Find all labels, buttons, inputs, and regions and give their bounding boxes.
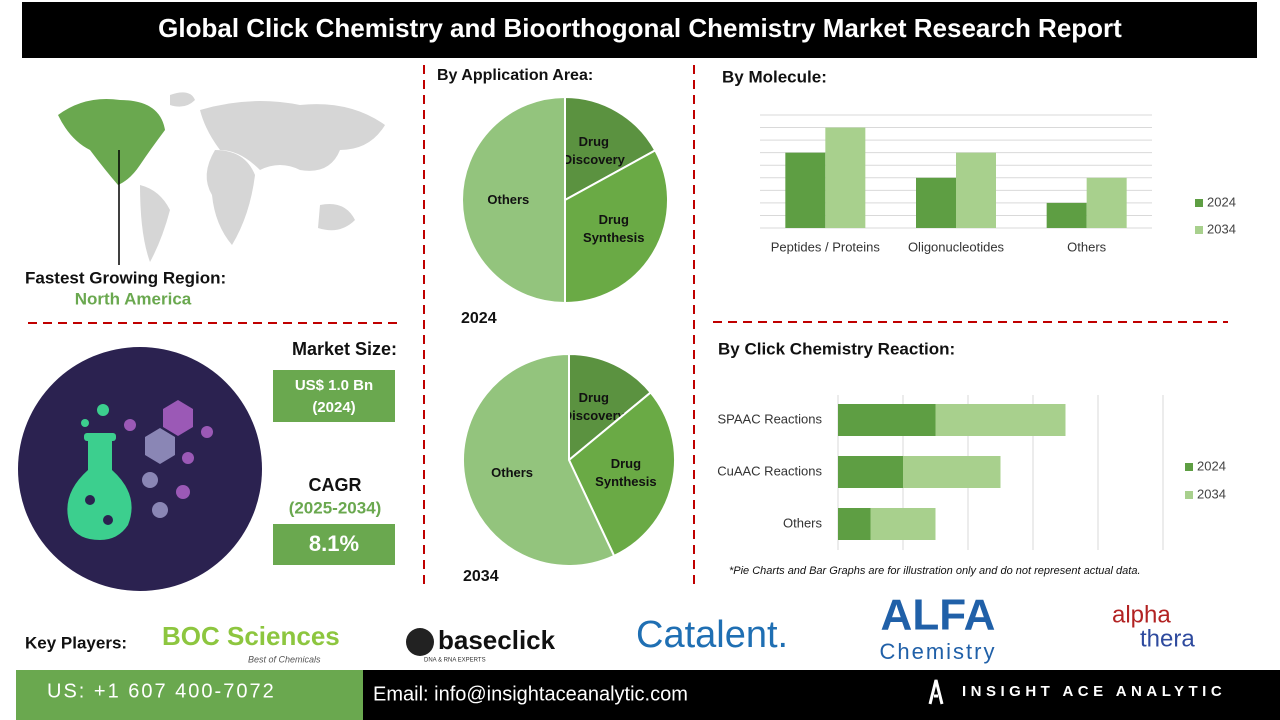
legend-swatch <box>1185 491 1193 499</box>
north-america <box>58 99 165 185</box>
bar <box>785 152 826 228</box>
legend-label: 2034 <box>1207 221 1236 236</box>
pie-slice <box>461 95 566 305</box>
legend-label: 2024 <box>1207 194 1236 209</box>
pie-slice <box>564 95 657 202</box>
slice-label: Drug Synthesis <box>595 455 657 489</box>
email-bar <box>363 670 1280 720</box>
chemistry-icon <box>18 347 262 591</box>
phone: US: +1 607 400-7072 <box>47 680 276 702</box>
region-value: North America <box>75 289 192 308</box>
logo: Catalent. <box>636 614 788 656</box>
slice-label-box: Drug Discovery <box>562 390 625 424</box>
email: Email: info@insightaceanalytic.com <box>373 683 688 705</box>
market-size-box <box>273 370 395 422</box>
y-tick-label: Others <box>783 515 823 530</box>
y-tick-label: SPAAC Reactions <box>717 411 822 426</box>
slice-label-box: Others <box>491 464 534 480</box>
x-tick-label: Others <box>1067 239 1107 254</box>
logo-mark <box>406 628 434 656</box>
market-size-label: Market Size: <box>292 339 397 359</box>
bar <box>903 456 1001 488</box>
chart-title: By Molecule: <box>722 67 827 86</box>
bar <box>1086 177 1127 228</box>
logo-sub: Chemistry <box>879 639 996 664</box>
cagr-box <box>273 524 395 565</box>
application-heading: By Application Area: <box>437 67 593 84</box>
slice-label-box: Drug Synthesis <box>595 455 657 489</box>
y-tick-label: CuAAC Reactions <box>717 463 822 478</box>
world-map <box>58 92 385 262</box>
pie-slice <box>462 352 616 567</box>
market-size-year: (2024) <box>312 399 355 416</box>
page-title: Global Click Chemistry and Bioorthogonal… <box>158 13 1122 43</box>
logo: thera <box>1140 625 1195 652</box>
x-tick-label: Oligonucleotides <box>908 239 1005 254</box>
bar <box>935 404 1066 436</box>
logo-tagline: Best of Chemicals <box>248 654 321 664</box>
x-tick-label: Peptides / Proteins <box>771 239 881 254</box>
slice-label-box: Others <box>487 192 530 207</box>
bar <box>838 404 936 436</box>
market-size-value: US$ 1.0 Bn <box>295 377 373 394</box>
slice-label: Drug Discovery <box>562 134 625 168</box>
logo: alpha <box>1112 601 1171 628</box>
brand: INSIGHT ACE ANALYTIC <box>962 683 1226 700</box>
slice-label-box: Drug Synthesis <box>583 211 645 245</box>
legend-swatch <box>1195 226 1203 234</box>
slice-label: Drug Synthesis <box>583 211 645 245</box>
bar <box>838 456 903 488</box>
bar <box>825 127 866 228</box>
slice-label: Drug Discovery <box>562 390 625 424</box>
legend-swatch <box>1185 463 1193 471</box>
region-label: Fastest Growing Region: <box>25 268 226 287</box>
bar <box>956 152 996 228</box>
pie-slice <box>568 352 653 463</box>
logo: ALFA <box>881 591 996 640</box>
slice-label-box: Drug Discovery <box>562 134 625 168</box>
logo-tagline: DNA & RNA EXPERTS <box>424 658 486 664</box>
slice-label: Others <box>487 192 530 207</box>
pie-year: 2024 <box>461 310 497 327</box>
logo: BOC Sciences <box>162 621 340 651</box>
dividers <box>28 65 1228 590</box>
bar <box>838 508 871 540</box>
bar <box>1046 202 1087 228</box>
legend-label: 2034 <box>1197 486 1226 501</box>
cagr-label: CAGR <box>309 475 362 495</box>
key-players-label: Key Players: <box>25 633 127 652</box>
cagr-value: 8.1% <box>309 531 359 556</box>
bar <box>870 508 936 540</box>
pie-year: 2034 <box>463 568 499 585</box>
logo: baseclick <box>438 625 556 655</box>
phone-bar <box>16 670 363 720</box>
slice-label: Others <box>491 464 534 480</box>
bar <box>916 177 956 228</box>
legend-label: 2024 <box>1197 458 1226 473</box>
header-bar <box>22 2 1257 58</box>
chart-title: By Click Chemistry Reaction: <box>718 339 955 358</box>
legend-swatch <box>1195 199 1203 207</box>
pie-slice <box>564 149 669 305</box>
cagr-period: (2025-2034) <box>289 498 382 517</box>
brand-mark <box>928 679 944 705</box>
note: *Pie Charts and Bar Graphs are for illus… <box>729 565 1141 577</box>
